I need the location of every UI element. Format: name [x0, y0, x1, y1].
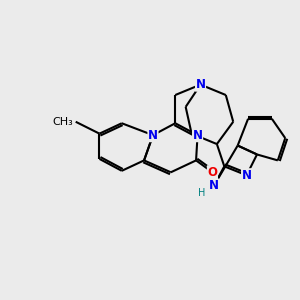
Text: N: N [242, 169, 252, 182]
Text: N: N [193, 129, 202, 142]
Text: O: O [207, 166, 218, 179]
Text: N: N [148, 129, 158, 142]
Text: N: N [196, 78, 206, 91]
Text: CH₃: CH₃ [52, 117, 73, 127]
Text: N: N [209, 179, 219, 192]
Text: H: H [198, 188, 206, 198]
